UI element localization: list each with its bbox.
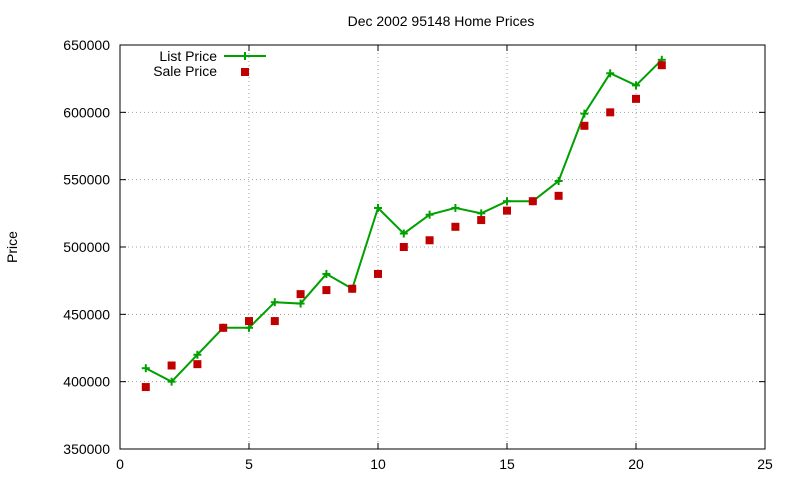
list-price-point: [167, 377, 176, 386]
list-price-point: [425, 210, 434, 219]
series-layer: [141, 55, 666, 392]
axis-ticks: 0 5 10 15 20 25 350000 400000 450000 500000 550000…: [63, 37, 773, 472]
legend-label-list-price: List Price: [159, 48, 217, 64]
x-tick-label: 25: [757, 456, 773, 472]
list-price-point: [141, 364, 150, 373]
sale-price-point: [503, 206, 511, 215]
sale-price-point: [632, 94, 640, 103]
y-tick-label: 350000: [63, 441, 110, 457]
list-price-point: [554, 177, 563, 186]
x-tick-label: 5: [245, 456, 253, 472]
list-price-point: [503, 197, 511, 206]
list-price-point: [580, 109, 589, 118]
list-price-point: [632, 81, 640, 90]
y-tick-label: 400000: [63, 374, 110, 390]
sale-price-point: [606, 108, 615, 117]
sale-price-point: [270, 317, 279, 326]
grid: [120, 45, 765, 449]
list-price-point: [477, 209, 486, 218]
x-tick-label: 10: [370, 456, 386, 472]
sale-price-point: [451, 222, 460, 231]
legend-label-sale-price: Sale Price: [153, 63, 217, 79]
sale-price-point: [322, 286, 331, 295]
sale-price-point: [296, 290, 305, 299]
sale-price-point: [219, 323, 228, 332]
sale-price-point: [554, 191, 563, 200]
y-tick-label: 600000: [63, 104, 110, 120]
list-price-point: [322, 269, 331, 278]
x-tick-label: 15: [499, 456, 515, 472]
list-price-point: [296, 299, 305, 308]
sale-price-point: [245, 317, 253, 326]
sale-price-point: [580, 121, 589, 130]
sale-price-point: [193, 360, 202, 369]
legend-sample-sale-price-square: [241, 68, 249, 76]
sale-price-point: [141, 383, 150, 392]
sale-price-point: [374, 269, 382, 278]
y-tick-label: 450000: [63, 306, 110, 322]
list-price-point: [451, 203, 460, 212]
legend: List Price Sale Price: [153, 48, 266, 79]
y-axis-label: Price: [4, 231, 20, 263]
list-price-point: [193, 350, 202, 359]
list-price-line: [145, 59, 663, 383]
sale-price-point: [477, 216, 486, 225]
y-tick-label: 650000: [63, 37, 110, 53]
sale-price-point: [167, 361, 176, 370]
list-price-point: [399, 229, 408, 238]
x-tick-label: 0: [116, 456, 124, 472]
y-tick-label: 500000: [63, 239, 110, 255]
list-price-point: [374, 203, 382, 212]
y-tick-label: 550000: [63, 172, 110, 188]
sale-price-point: [425, 236, 434, 245]
sale-price-point: [657, 61, 666, 70]
chart-title: Dec 2002 95148 Home Prices: [348, 13, 535, 29]
sale-price-point: [528, 197, 537, 206]
x-tick-label: 20: [628, 456, 644, 472]
list-price-point: [245, 323, 253, 332]
list-price-point: [270, 298, 279, 307]
list-price-point: [606, 69, 615, 78]
sale-price-point: [348, 284, 357, 293]
sale-price-point: [399, 243, 408, 251]
